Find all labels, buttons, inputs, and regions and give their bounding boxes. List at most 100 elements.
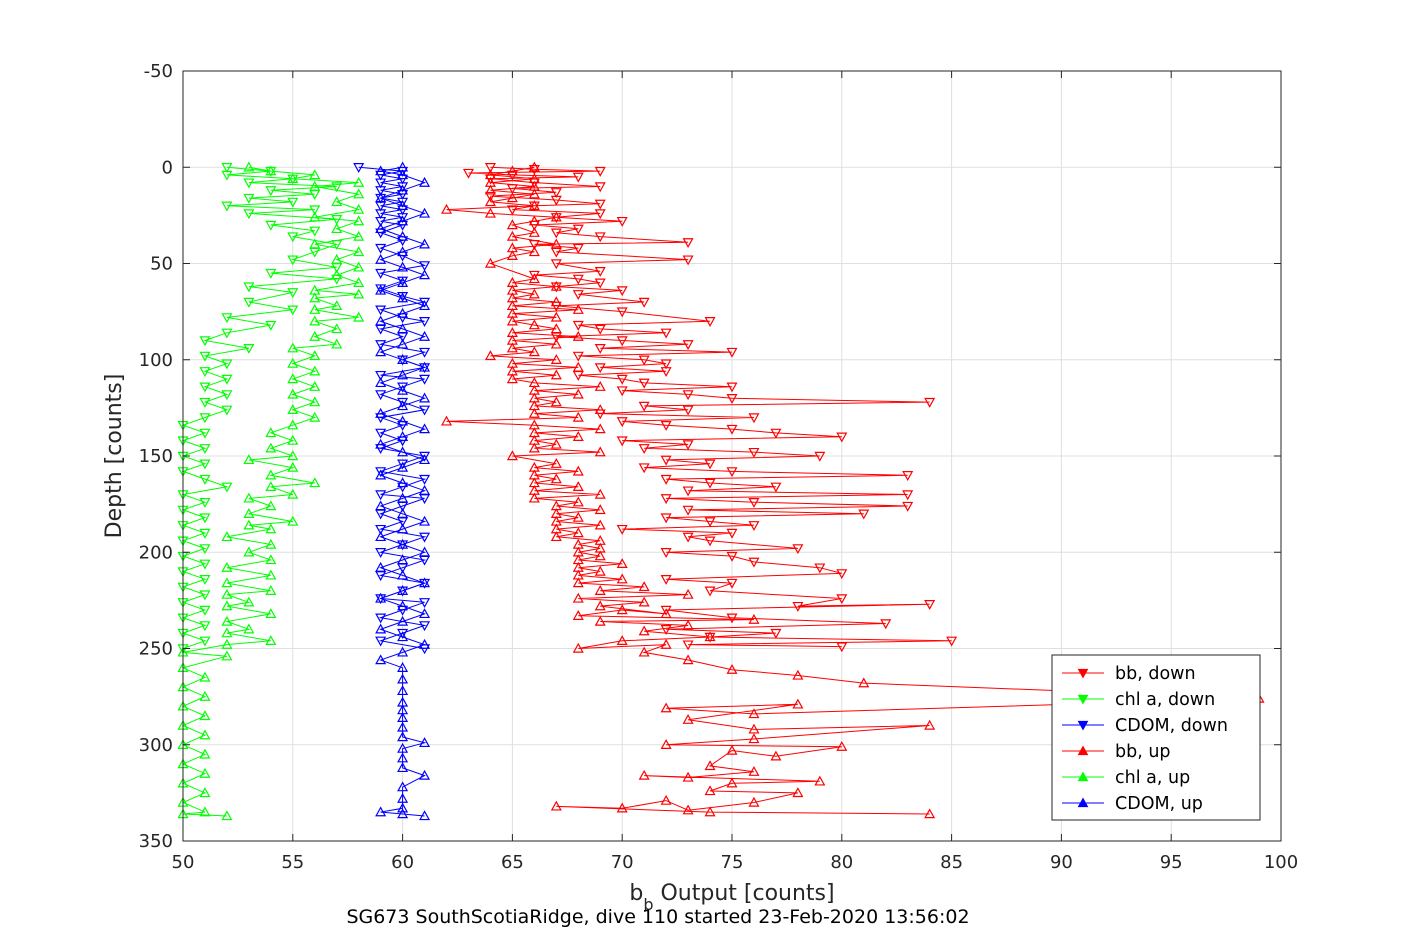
data-point <box>660 513 672 524</box>
data-point <box>528 173 540 183</box>
data-point <box>594 542 606 553</box>
data-point <box>616 524 628 535</box>
data-point <box>221 374 233 385</box>
data-point <box>419 269 431 280</box>
series-bb-up <box>441 161 1265 819</box>
data-point <box>397 246 409 257</box>
data-point <box>375 377 387 388</box>
data-point <box>199 748 211 759</box>
data-point <box>397 307 409 318</box>
data-point <box>792 787 804 798</box>
data-point <box>287 388 299 399</box>
data-point <box>199 590 211 601</box>
data-point <box>397 338 409 349</box>
data-point <box>484 191 496 202</box>
data-point <box>946 636 958 647</box>
data-point <box>265 523 277 534</box>
data-point <box>309 284 321 295</box>
data-point <box>221 810 233 821</box>
data-point <box>441 415 453 426</box>
data-point <box>682 532 694 543</box>
data-point <box>199 575 211 585</box>
x-tick-label: 65 <box>501 852 524 873</box>
data-point <box>375 467 387 478</box>
data-point <box>397 523 409 534</box>
data-point <box>660 367 672 378</box>
data-point <box>506 327 518 337</box>
data-point <box>397 161 409 172</box>
data-point <box>660 421 672 431</box>
data-point <box>287 305 299 316</box>
data-point <box>199 474 211 485</box>
data-point <box>353 188 365 199</box>
data-point <box>726 467 738 478</box>
data-point <box>528 164 540 175</box>
data-point <box>506 219 518 230</box>
data-point <box>331 323 343 334</box>
y-tick-label: 150 <box>139 446 173 467</box>
data-point <box>375 346 387 357</box>
data-point <box>814 451 826 462</box>
data-point <box>572 172 584 183</box>
data-point <box>528 161 540 172</box>
data-point <box>660 359 672 370</box>
data-point <box>748 733 760 744</box>
data-point <box>572 351 584 362</box>
data-point <box>199 444 211 455</box>
data-point <box>265 427 277 438</box>
data-point <box>924 808 936 819</box>
data-point <box>419 392 431 403</box>
data-point <box>726 663 738 674</box>
data-point <box>375 284 387 295</box>
data-point <box>221 600 233 611</box>
y-tick-label: 100 <box>139 350 173 371</box>
data-point <box>682 390 694 401</box>
data-point <box>265 569 277 580</box>
data-point <box>572 610 584 620</box>
data-point <box>616 286 628 297</box>
data-point <box>309 396 321 407</box>
data-point <box>572 320 584 331</box>
y-tick-label: 50 <box>150 254 173 275</box>
data-point <box>221 359 233 370</box>
data-point <box>660 575 672 585</box>
data-point <box>265 442 277 453</box>
data-point <box>550 500 562 511</box>
data-point <box>528 319 540 330</box>
data-point <box>243 297 255 308</box>
data-point <box>221 577 233 588</box>
data-point <box>638 355 650 366</box>
data-point <box>572 554 584 565</box>
data-point <box>353 203 365 214</box>
data-point <box>660 605 672 616</box>
data-point <box>331 338 343 349</box>
data-point <box>836 432 848 443</box>
x-axis-label-rest: Output [counts] <box>654 881 835 906</box>
data-point <box>638 378 650 389</box>
data-point <box>353 215 365 226</box>
data-point <box>572 527 584 538</box>
data-point <box>397 600 409 611</box>
data-point <box>265 220 277 231</box>
data-point <box>331 269 343 280</box>
data-point <box>375 216 387 227</box>
data-point <box>375 390 387 401</box>
data-point <box>243 454 255 465</box>
data-point <box>199 367 211 378</box>
data-point <box>375 500 387 511</box>
data-point <box>506 165 518 176</box>
data-point <box>419 546 431 557</box>
data-point <box>397 628 409 639</box>
data-point <box>331 182 343 193</box>
data-point <box>704 317 716 327</box>
x-axis-label-subscript: b <box>643 895 653 914</box>
data-point <box>287 450 299 461</box>
data-point <box>484 184 496 195</box>
data-point <box>792 544 804 555</box>
data-point <box>243 282 255 293</box>
data-point <box>550 369 562 380</box>
data-point <box>375 178 387 189</box>
data-point <box>397 662 409 672</box>
data-point <box>616 436 628 447</box>
